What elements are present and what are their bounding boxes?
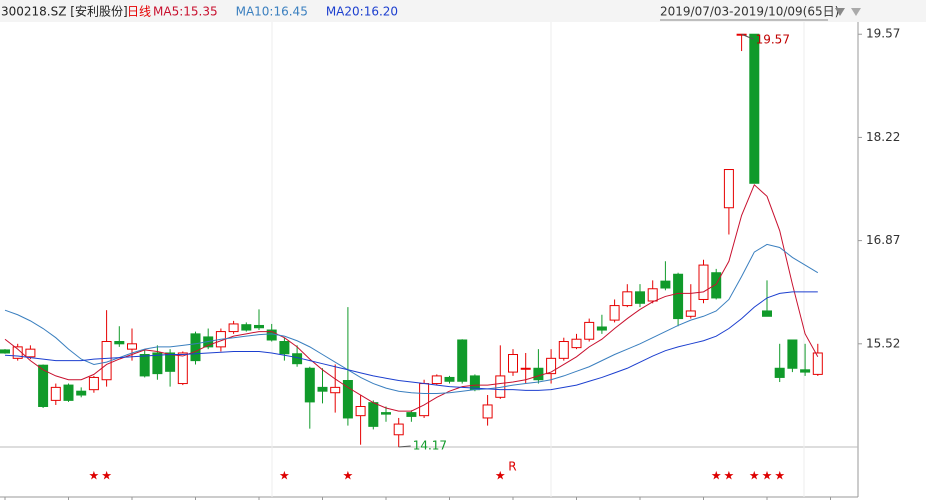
candle-body xyxy=(381,412,391,415)
candle-body xyxy=(76,390,87,396)
min-label: 14.17 xyxy=(413,439,447,453)
candle-body xyxy=(584,321,595,340)
event-marker[interactable]: ★ xyxy=(762,469,773,483)
event-marker[interactable]: ★ xyxy=(495,469,506,483)
event-note: R xyxy=(508,460,516,474)
candle-body xyxy=(749,33,760,184)
candle-body xyxy=(317,386,328,392)
event-marker[interactable]: ★ xyxy=(101,469,112,483)
max-pointer xyxy=(741,33,754,40)
candle-body xyxy=(546,357,557,375)
dropdown-icon[interactable] xyxy=(835,8,845,16)
candle-body xyxy=(711,272,722,299)
candle-body xyxy=(609,305,620,321)
candle-body xyxy=(165,352,176,372)
legend-entry: MA10:16.45 xyxy=(236,5,308,19)
candle-body xyxy=(660,280,671,289)
event-marker[interactable]: ★ xyxy=(711,469,722,483)
event-marker[interactable]: ★ xyxy=(89,469,100,483)
candle-body xyxy=(647,288,658,302)
candle-body xyxy=(279,341,290,355)
ma-line xyxy=(4,243,819,394)
candle-body xyxy=(177,352,188,385)
candle-body xyxy=(330,386,341,394)
candle-body xyxy=(342,379,353,419)
candle-body xyxy=(114,341,125,345)
candle-body xyxy=(355,405,366,417)
candle-body xyxy=(152,352,163,375)
candle-body xyxy=(393,423,404,436)
candle-body xyxy=(800,369,811,373)
y-tick-label: 15.52 xyxy=(866,336,900,350)
candle-body xyxy=(673,273,684,320)
candle-body xyxy=(698,264,709,300)
legend-entry: MA5:15.35 xyxy=(153,5,218,19)
candle-body xyxy=(520,367,531,370)
event-marker[interactable]: ★ xyxy=(343,469,354,483)
candle-body xyxy=(0,349,10,354)
event-marker[interactable]: ★ xyxy=(774,469,785,483)
y-tick-label: 16.87 xyxy=(866,233,900,247)
max-label: 19.57 xyxy=(756,33,790,47)
candle-body xyxy=(508,354,518,373)
event-marker[interactable]: ★ xyxy=(724,469,735,483)
candle-body xyxy=(25,348,36,358)
ma-line xyxy=(4,183,819,412)
candle-body xyxy=(431,375,442,385)
candle-body xyxy=(38,364,49,407)
min-pointer xyxy=(398,445,411,448)
period[interactable]: 日线 xyxy=(127,5,151,19)
candle-body xyxy=(812,352,823,375)
date-range[interactable]: 2019/07/03-2019/10/09(65日) xyxy=(660,5,839,19)
candle-body xyxy=(304,367,315,403)
candle-body xyxy=(482,404,493,419)
candle-body xyxy=(139,354,150,377)
candle-body xyxy=(368,402,379,427)
candle-body xyxy=(190,333,201,362)
candle-body xyxy=(88,376,99,391)
candle-body xyxy=(571,338,582,349)
ma-line xyxy=(4,291,818,391)
candle-body xyxy=(444,376,455,382)
candle-body xyxy=(127,343,137,350)
y-tick-label: 18.22 xyxy=(866,130,900,144)
candle-body xyxy=(63,384,74,401)
event-marker[interactable]: ★ xyxy=(749,469,760,483)
candle-body xyxy=(723,169,734,209)
candle-body xyxy=(635,291,645,304)
header-bar xyxy=(0,0,926,22)
candle-body xyxy=(254,324,264,329)
candle-body xyxy=(533,367,544,381)
candle-body xyxy=(419,383,430,417)
legend-entry: MA20:16.20 xyxy=(326,5,398,19)
event-marker[interactable]: ★ xyxy=(279,469,290,483)
candle-body xyxy=(596,326,607,331)
candle-body xyxy=(622,291,633,307)
stock-title: 300218.SZ [安利股份] xyxy=(1,4,128,19)
candle-body xyxy=(558,341,569,359)
candle-body xyxy=(228,323,239,333)
candle-body xyxy=(406,412,417,417)
candle-body xyxy=(457,339,468,382)
dropdown-icon[interactable] xyxy=(851,8,861,16)
candle-body xyxy=(774,367,785,378)
candle-body xyxy=(762,310,772,317)
y-tick-label: 19.57 xyxy=(866,27,900,41)
candle-body xyxy=(241,324,252,331)
candle-body xyxy=(685,310,696,317)
candle-body xyxy=(50,386,61,401)
candle-body xyxy=(787,339,798,369)
